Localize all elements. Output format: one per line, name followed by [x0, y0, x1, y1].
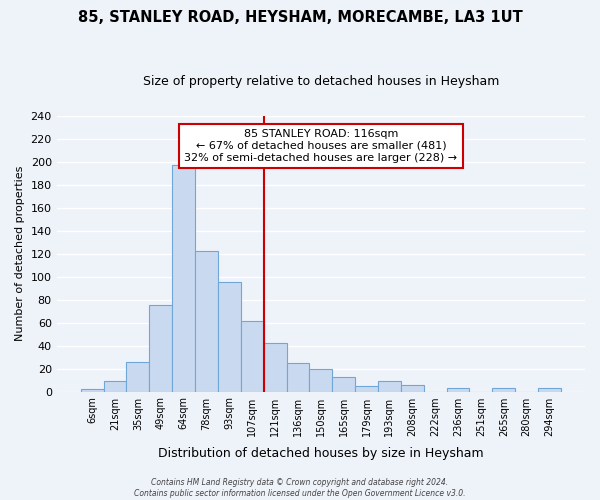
Bar	[332, 376, 355, 392]
Bar	[493, 388, 515, 392]
Bar	[263, 343, 287, 392]
Y-axis label: Number of detached properties: Number of detached properties	[15, 166, 25, 341]
Bar	[172, 165, 195, 392]
Bar	[355, 386, 378, 392]
Bar	[80, 389, 104, 392]
Text: 85 STANLEY ROAD: 116sqm
← 67% of detached houses are smaller (481)
32% of semi-d: 85 STANLEY ROAD: 116sqm ← 67% of detache…	[184, 130, 457, 162]
Bar	[378, 381, 401, 392]
Bar	[401, 384, 424, 392]
Bar	[195, 251, 218, 392]
X-axis label: Distribution of detached houses by size in Heysham: Distribution of detached houses by size …	[158, 447, 484, 460]
Text: Contains HM Land Registry data © Crown copyright and database right 2024.
Contai: Contains HM Land Registry data © Crown c…	[134, 478, 466, 498]
Title: Size of property relative to detached houses in Heysham: Size of property relative to detached ho…	[143, 75, 499, 88]
Bar	[538, 388, 561, 392]
Bar	[104, 381, 127, 392]
Bar	[241, 322, 263, 392]
Bar	[287, 363, 310, 392]
Bar	[446, 388, 469, 392]
Text: 85, STANLEY ROAD, HEYSHAM, MORECAMBE, LA3 1UT: 85, STANLEY ROAD, HEYSHAM, MORECAMBE, LA…	[77, 10, 523, 25]
Bar	[310, 368, 332, 392]
Bar	[149, 306, 172, 392]
Bar	[218, 282, 241, 392]
Bar	[127, 362, 149, 392]
